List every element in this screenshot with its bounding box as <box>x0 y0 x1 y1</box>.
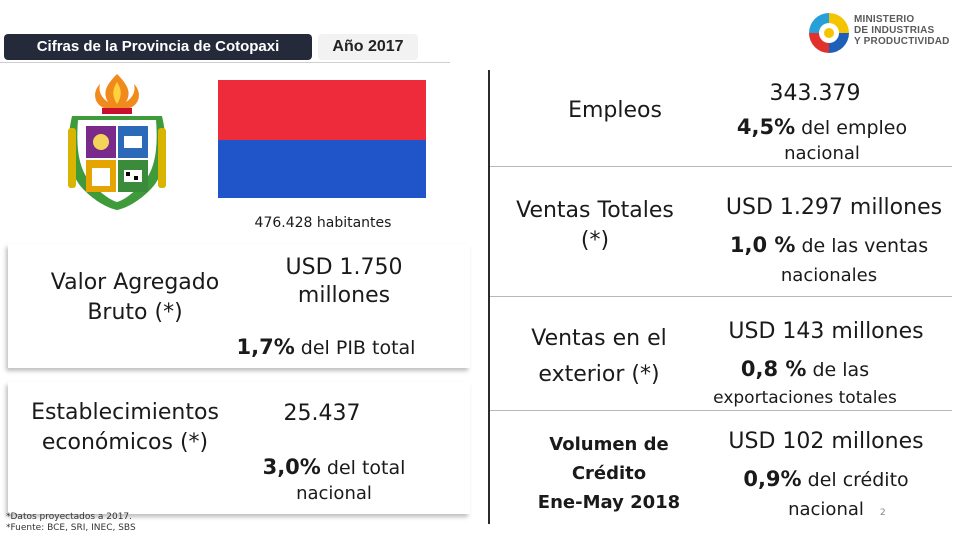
credit-share-pct: 0,9% <box>743 467 802 491</box>
vab-share-pct: 1,7% <box>236 335 295 359</box>
ministry-logo: MINISTERIO DE INDUSTRIAS Y PRODUCTIVIDAD <box>806 10 956 56</box>
vab-label-line-2: Bruto (*) <box>87 300 183 325</box>
ministry-logo-icon <box>809 13 849 53</box>
credit-share: 0,9% del crédito nacional <box>716 466 936 523</box>
total-sales-share-pct: 1,0 % <box>729 233 796 257</box>
total-sales-label: Ventas Totales (*) <box>500 196 690 256</box>
coat-of-arms-icon <box>68 74 166 210</box>
vab-share-text: del PIB total <box>294 337 416 359</box>
credit-share-text: del crédito <box>801 469 909 491</box>
establishments-share-pct: 3,0% <box>262 455 321 479</box>
employment-value: 343.379 <box>769 81 861 106</box>
row-divider-3 <box>490 410 952 411</box>
exports-share-pct: 0,8 % <box>740 357 807 381</box>
vab-label-line-1: Valor Agregado <box>50 270 220 295</box>
logo-line-3: Y PRODUCTIVIDAD <box>854 36 950 47</box>
establishments-label: Establecimientos económicos (*) <box>18 398 232 458</box>
employment-share: 4,5% del empleo nacional <box>720 114 924 167</box>
province-title-tag: Cifras de la Provincia de Cotopaxi <box>4 34 312 60</box>
footnote-source: *Fuente: BCE, SRI, INEC, SBS <box>6 523 136 533</box>
employment-label: Empleos <box>568 98 662 123</box>
flag-blue-stripe <box>218 140 426 198</box>
total-sales-share-text-2: nacionales <box>780 265 878 286</box>
vab-value-line-1: USD 1.750 <box>285 255 403 280</box>
employment-share-pct: 4,5% <box>736 115 796 139</box>
total-sales-label-line-1: Ventas Totales <box>516 198 674 223</box>
employment-share-text-2: nacional <box>784 143 860 164</box>
year-tag: Año 2017 <box>318 34 418 60</box>
establishments-share-text-2: nacional <box>296 483 372 504</box>
footnote-projected: *Datos proyectados a 2017. <box>6 512 133 522</box>
vab-value-line-2: millones <box>297 283 391 308</box>
vab-share: 1,7% del PIB total <box>226 334 426 361</box>
vab-panel <box>8 244 470 368</box>
credit-value: USD 102 millones <box>728 429 924 454</box>
credit-label-line-2: Crédito <box>571 463 647 484</box>
establishments-label-line-2: económicos (*) <box>41 430 209 455</box>
establishments-share: 3,0% del total nacional <box>246 454 422 507</box>
vab-value: USD 1.750 millones <box>254 254 434 310</box>
employment-share-text: del empleo <box>795 117 908 139</box>
total-sales-label-line-2: (*) <box>580 228 610 253</box>
header-divider <box>0 62 450 63</box>
credit-label: Volumen de Crédito Ene-May 2018 <box>514 430 704 517</box>
cotopaxi-flag <box>218 80 426 198</box>
establishments-label-line-1: Establecimientos <box>31 400 219 425</box>
exports-value: USD 143 millones <box>728 319 924 344</box>
population-text: 476.428 habitantes <box>254 215 392 231</box>
credit-label-line-1: Volumen de <box>549 434 669 455</box>
footnotes: *Datos proyectados a 2017. *Fuente: BCE,… <box>6 512 206 534</box>
establishments-share-text: del total <box>320 457 406 479</box>
page-number: 2 <box>880 508 886 518</box>
exports-label-line-2: exterior (*) <box>538 362 660 387</box>
vab-label: Valor Agregado Bruto (*) <box>22 268 248 328</box>
row-divider-1 <box>490 166 952 167</box>
exports-share-text: de las <box>806 359 870 381</box>
exports-label-line-1: Ventas en el <box>531 326 667 351</box>
flag-red-stripe <box>218 80 426 140</box>
total-sales-share-text: de las ventas <box>795 235 929 257</box>
credit-share-text-2: nacional <box>788 499 864 520</box>
exports-label: Ventas en el exterior (*) <box>514 324 684 390</box>
exports-share: 0,8 % de las exportaciones totales <box>690 356 920 411</box>
logo-line-2: DE INDUSTRIAS <box>854 25 935 36</box>
establishments-value: 25.437 <box>283 401 361 426</box>
right-vertical-rule <box>488 70 490 524</box>
logo-line-1: MINISTERIO <box>854 14 915 25</box>
credit-label-line-3: Ene-May 2018 <box>537 492 681 513</box>
total-sales-value: USD 1.297 millones <box>725 195 943 220</box>
row-divider-2 <box>490 296 952 297</box>
exports-share-text-2: exportaciones totales <box>713 388 897 408</box>
establishments-panel <box>8 382 470 514</box>
total-sales-share: 1,0 % de las ventas nacionales <box>716 232 942 289</box>
